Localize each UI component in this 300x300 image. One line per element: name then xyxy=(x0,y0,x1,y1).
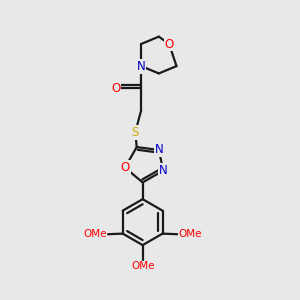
Text: N: N xyxy=(137,60,146,73)
Text: O: O xyxy=(111,82,120,95)
Text: O: O xyxy=(164,38,174,50)
Text: OMe: OMe xyxy=(179,229,202,239)
Text: N: N xyxy=(159,164,168,177)
Text: OMe: OMe xyxy=(83,229,106,239)
Text: N: N xyxy=(154,143,163,157)
Text: O: O xyxy=(120,161,130,174)
Text: S: S xyxy=(132,126,139,139)
Text: OMe: OMe xyxy=(131,261,154,271)
